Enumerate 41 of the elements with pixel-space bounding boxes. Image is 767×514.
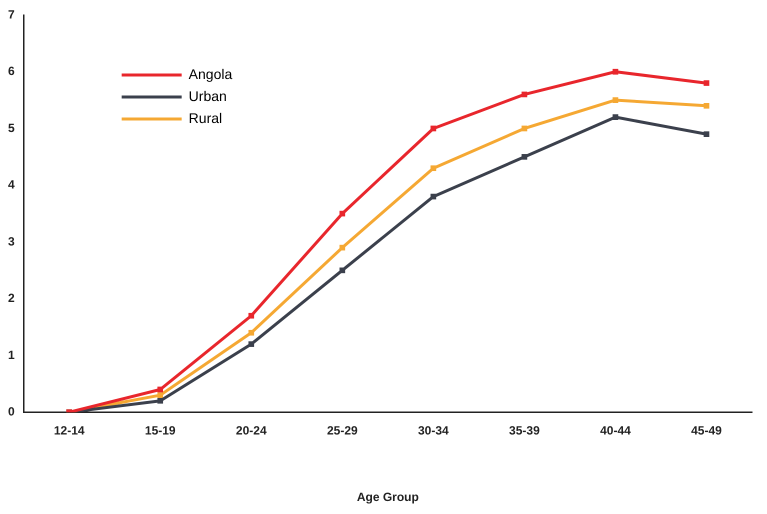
point (612, 97, 618, 103)
point (612, 114, 618, 120)
x-tick-label: 35-39 (509, 424, 540, 438)
y-tick-label: 2 (8, 291, 15, 306)
x-tick-label: 20-24 (236, 424, 267, 438)
x-tick-label: 15-19 (144, 424, 176, 438)
y-tick-label: 0 (8, 404, 15, 419)
point (704, 102, 710, 109)
point (339, 210, 346, 216)
legend-label: Rural (188, 110, 222, 126)
point (522, 126, 528, 132)
point (248, 330, 254, 336)
x-tick-label: 25-29 (326, 424, 358, 438)
point (157, 386, 164, 392)
y-tick-label: 1 (8, 348, 15, 362)
y-tick-label: 6 (8, 64, 15, 78)
point (157, 398, 164, 404)
y-tick-label: 3 (8, 234, 15, 248)
legend-label: Urban (188, 88, 227, 104)
x-tick-label: 12-14 (54, 424, 85, 438)
point (522, 92, 528, 98)
point (430, 194, 436, 200)
legend-label: Angola (188, 66, 232, 82)
y-tick-label: 4 (8, 178, 15, 192)
point (248, 312, 254, 319)
y-tick-label: 7 (8, 7, 15, 22)
point (430, 126, 436, 132)
point (522, 154, 528, 160)
x-tick-label: 40-44 (600, 424, 632, 438)
point (612, 68, 618, 75)
x-tick-label: 30-34 (418, 424, 450, 438)
point (339, 244, 346, 250)
point (157, 392, 164, 398)
point (339, 268, 346, 274)
point (704, 80, 710, 86)
x-axis-title: Age Group (356, 490, 419, 504)
point (704, 131, 710, 137)
y-tick-label: 5 (8, 120, 15, 135)
point (248, 341, 254, 347)
point (430, 165, 436, 172)
x-tick-label: 45-49 (691, 424, 722, 438)
